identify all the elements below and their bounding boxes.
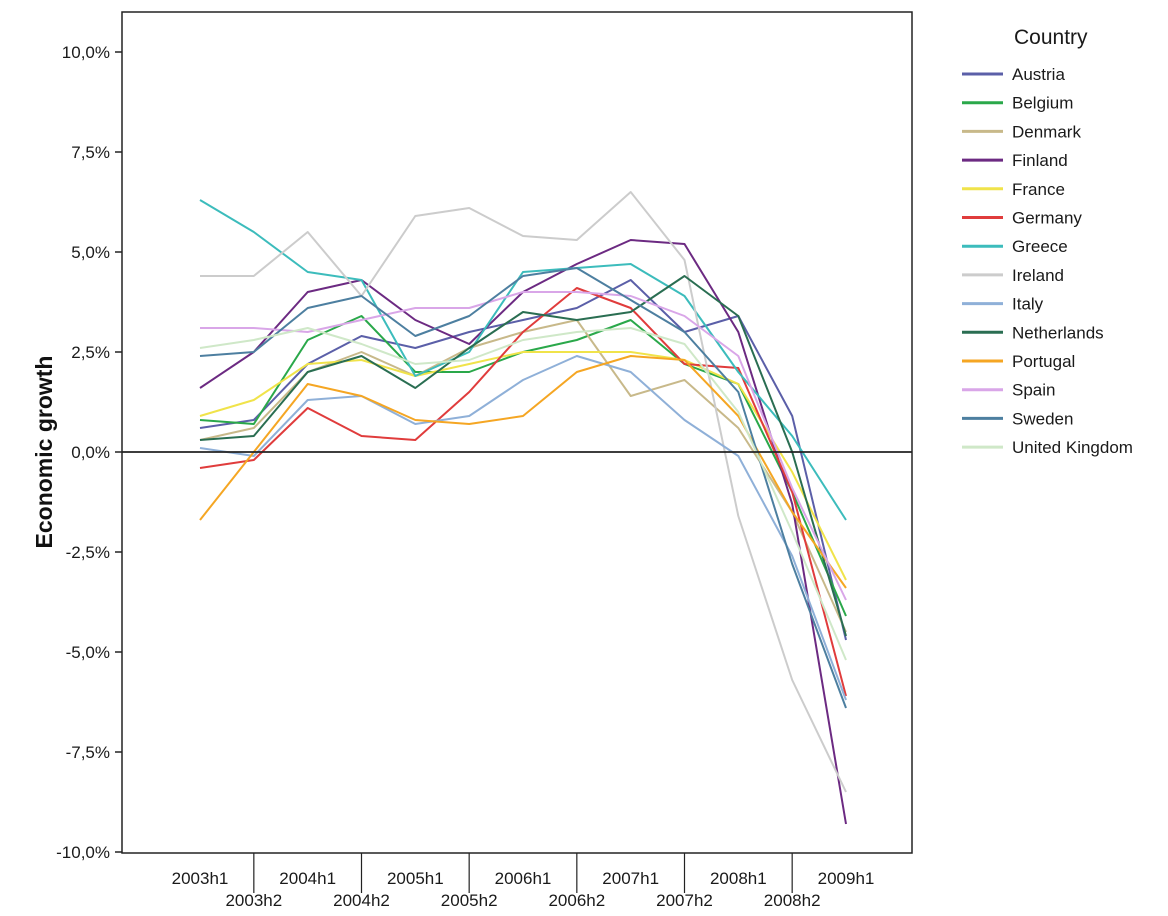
y-tick-label: -5,0% [66, 643, 110, 662]
x-tick-label: 2008h1 [710, 869, 767, 888]
legend-label: United Kingdom [1012, 438, 1133, 457]
x-tick-label: 2005h1 [387, 869, 444, 888]
legend-label: Sweden [1012, 409, 1073, 428]
series-line-austria [199, 279, 847, 641]
series-line-finland [199, 239, 847, 825]
series-line-italy [199, 355, 847, 701]
series-line-netherlands [199, 275, 847, 637]
y-axis-label: Economic growth [31, 356, 57, 549]
legend-label: Austria [1012, 65, 1065, 84]
legend-title: Country [1014, 26, 1088, 49]
legend-label: Italy [1012, 295, 1044, 314]
y-tick-label: 2,5% [71, 343, 110, 362]
series-line-germany [199, 287, 847, 697]
x-tick-label: 2004h2 [333, 891, 390, 910]
series-line-spain [200, 291, 847, 601]
legend-label: Ireland [1012, 266, 1064, 285]
x-tick-label: 2003h1 [172, 869, 229, 888]
x-tick-label: 2006h2 [548, 891, 605, 910]
series-line-belgium [199, 315, 847, 617]
series-line-greece [199, 199, 847, 521]
plot-area [121, 11, 913, 854]
x-tick-label: 2007h1 [602, 869, 659, 888]
legend-label: Belgium [1012, 94, 1073, 113]
y-tick-label: 7,5% [71, 143, 110, 162]
x-tick-label: 2003h2 [225, 891, 282, 910]
plot-frame [121, 11, 913, 854]
x-tick-label: 2005h2 [441, 891, 498, 910]
series-line-portugal [199, 355, 847, 589]
legend-label: Denmark [1012, 122, 1081, 141]
legend-label: Spain [1012, 381, 1055, 400]
y-tick-label: 5,0% [71, 243, 110, 262]
x-tick-label: 2008h2 [764, 891, 821, 910]
legend-label: Greece [1012, 237, 1068, 256]
x-tick-label: 2006h1 [495, 869, 552, 888]
x-tick-label: 2009h1 [818, 869, 875, 888]
x-tick-label: 2004h1 [279, 869, 336, 888]
series-line-ireland [200, 191, 847, 793]
legend: Country Austria Belgium Denmark Finland Franc… [962, 26, 1133, 457]
y-tick-label: -2,5% [66, 543, 110, 562]
legend-label: Germany [1012, 209, 1082, 228]
y-tick-label: 10,0% [62, 43, 110, 62]
legend-label: Netherlands [1012, 323, 1104, 342]
series-line-united-kingdom [199, 327, 847, 661]
y-tick-label: -10,0% [56, 843, 110, 862]
legend-label: France [1012, 180, 1065, 199]
legend-label: Finland [1012, 151, 1068, 170]
series-line-france [199, 351, 847, 581]
legend-label: Portugal [1012, 352, 1075, 371]
y-tick-label: -7,5% [66, 743, 110, 762]
series-line-sweden [199, 267, 847, 709]
y-tick-label: 0,0% [71, 443, 110, 462]
x-tick-label: 2007h2 [656, 891, 713, 910]
axes: 10,0% 7,5% 5,0% 2,5% 0,0% -2,5% -5,0% -7,5% -10,… [56, 43, 912, 910]
series-lines [199, 191, 847, 825]
